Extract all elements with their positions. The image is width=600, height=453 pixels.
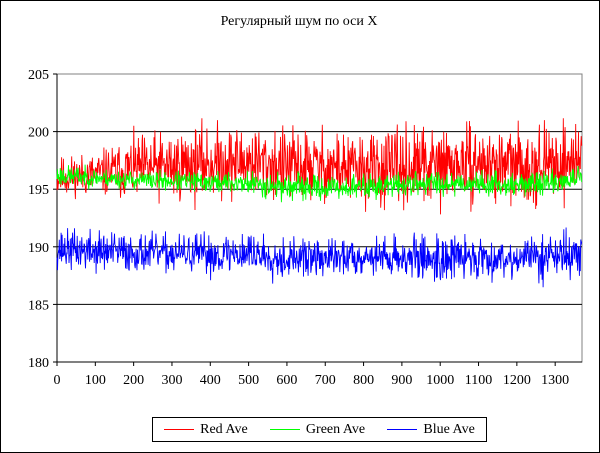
x-tick-label: 0 bbox=[54, 373, 61, 388]
x-tick-label: 900 bbox=[391, 373, 412, 388]
legend-item-red: Red Ave bbox=[164, 422, 248, 438]
x-tick-label: 500 bbox=[238, 373, 259, 388]
series-line-green bbox=[56, 164, 583, 203]
legend-label-green: Green Ave bbox=[305, 421, 366, 437]
x-tick-label: 800 bbox=[353, 373, 374, 388]
legend-swatch-blue bbox=[387, 429, 418, 430]
chart-title: Регулярный шум по оси X bbox=[220, 14, 378, 29]
legend-label-red: Red Ave bbox=[200, 421, 248, 437]
y-tick-label: 205 bbox=[28, 68, 49, 83]
x-tick-label: 1000 bbox=[426, 373, 454, 388]
legend-swatch-green bbox=[269, 429, 300, 430]
legend-item-green: Green Ave bbox=[269, 421, 366, 438]
x-tick-label: 100 bbox=[85, 373, 106, 388]
x-tick-label: 1300 bbox=[541, 373, 569, 388]
x-tick-label: 600 bbox=[276, 373, 297, 388]
y-tick-label: 200 bbox=[28, 126, 49, 141]
x-tick-label: 200 bbox=[123, 373, 144, 388]
x-tick-label: 1200 bbox=[503, 373, 531, 388]
series-line-red bbox=[56, 118, 583, 215]
series-line-blue bbox=[56, 227, 583, 288]
x-tick-label: 700 bbox=[315, 373, 336, 388]
legend-swatch-red bbox=[164, 429, 195, 430]
y-tick-label: 180 bbox=[28, 356, 49, 371]
x-tick-label: 400 bbox=[200, 373, 221, 388]
x-tick-label: 300 bbox=[161, 373, 182, 388]
legend-item-blue: Blue Ave bbox=[387, 421, 475, 438]
legend-label-blue: Blue Ave bbox=[423, 421, 475, 437]
y-tick-label: 190 bbox=[28, 241, 49, 256]
y-tick-label: 195 bbox=[28, 183, 49, 198]
x-tick-label: 1100 bbox=[465, 373, 492, 388]
legend: Red Ave Green Ave Blue Ave bbox=[152, 417, 487, 442]
plot-area bbox=[56, 73, 583, 363]
y-tick-label: 185 bbox=[28, 298, 49, 313]
